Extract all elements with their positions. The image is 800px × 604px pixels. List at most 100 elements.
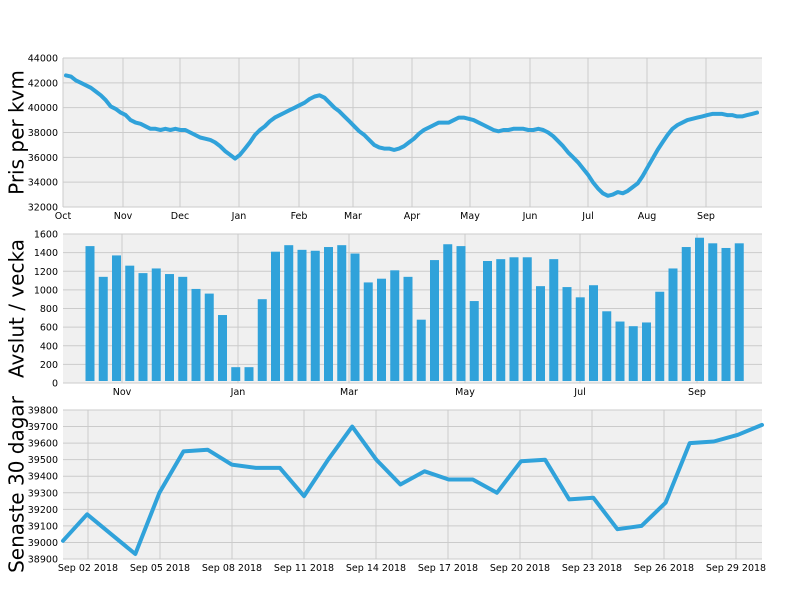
data-point (520, 460, 522, 462)
data-point (70, 76, 72, 78)
data-point (671, 128, 673, 130)
data-point (577, 161, 579, 163)
data-point (179, 129, 181, 131)
bar (85, 246, 95, 381)
bar (708, 243, 718, 381)
x-tick-label: Nov (113, 387, 132, 398)
data-point (497, 130, 499, 132)
data-point (229, 154, 231, 156)
data-point (303, 495, 305, 497)
data-point (403, 145, 405, 147)
data-point (274, 117, 276, 119)
data-point (269, 120, 271, 122)
bar (509, 257, 519, 381)
y-tick-label: 44000 (28, 54, 58, 65)
data-point (568, 498, 570, 500)
y-tick-label: 400 (40, 341, 58, 352)
data-point (512, 128, 514, 130)
data-point (158, 492, 160, 494)
data-point (343, 115, 345, 117)
data-point (115, 108, 117, 110)
bar (483, 261, 492, 381)
y-tick-label: 36000 (28, 153, 58, 164)
data-point (348, 120, 350, 122)
bar (416, 319, 426, 381)
data-point (398, 148, 400, 150)
data-point (85, 84, 87, 86)
data-point (363, 134, 365, 136)
data-point (183, 450, 185, 452)
series-line (61, 422, 764, 556)
data-point (587, 174, 589, 176)
data-point (473, 119, 475, 121)
bar (430, 260, 439, 381)
bar (363, 282, 373, 381)
series-line (64, 73, 759, 198)
data-point (622, 192, 624, 194)
bar (191, 288, 201, 381)
data-point (640, 525, 642, 527)
data-point (423, 129, 425, 131)
y-tick-label: 42000 (28, 78, 58, 89)
bar (138, 273, 148, 381)
plot-background (63, 410, 762, 559)
data-point (154, 128, 156, 130)
bar (231, 367, 241, 381)
data-point (713, 440, 715, 442)
y-tick-label: 39200 (28, 505, 58, 516)
y-tick-label: 39600 (28, 439, 58, 450)
x-tick-label: Sep 17 2018 (418, 563, 478, 574)
y-tick-label: 39300 (28, 488, 58, 499)
data-point (65, 74, 67, 76)
data-point (547, 132, 549, 133)
data-point (592, 181, 594, 183)
data-point (231, 464, 233, 466)
data-point (488, 127, 490, 129)
data-point (607, 195, 609, 197)
data-point (665, 502, 667, 504)
bar (496, 259, 506, 381)
data-point (134, 553, 136, 555)
x-tick-label: Mar (340, 387, 358, 398)
data-point (468, 118, 470, 120)
data-point (552, 135, 554, 137)
data-point (567, 151, 569, 153)
data-point (746, 114, 748, 116)
data-point (209, 139, 211, 141)
bar (271, 251, 280, 381)
data-point (174, 128, 176, 130)
data-point (279, 114, 281, 116)
data-point (189, 132, 191, 133)
data-point (399, 484, 401, 485)
data-point (676, 124, 678, 126)
data-point (527, 129, 529, 131)
data-point (448, 122, 450, 124)
data-point (761, 424, 763, 426)
x-tick-label: Jan (231, 211, 247, 222)
data-point (204, 138, 206, 140)
data-point (324, 97, 326, 99)
bar (125, 265, 135, 381)
data-point (617, 191, 619, 193)
data-point (62, 540, 64, 542)
data-point (150, 128, 152, 130)
y-axis-label: Senaste 30 dagar (5, 395, 29, 573)
data-point (433, 124, 435, 126)
y-tick-label: 38900 (28, 555, 58, 566)
data-point (314, 95, 316, 97)
panel-3: 38900 39000 39100 39200 39300 39400 39500 39600… (5, 395, 767, 574)
data-point (721, 113, 723, 115)
x-tick-label: Aug (638, 211, 657, 222)
x-tick-label: Sep 02 2018 (58, 563, 118, 574)
y-tick-label: 39800 (28, 406, 58, 417)
data-point (86, 513, 88, 515)
data-point (701, 115, 703, 117)
y-tick-label: 800 (40, 304, 58, 315)
data-point (375, 459, 377, 461)
data-point (338, 110, 340, 112)
data-point (443, 122, 445, 124)
data-point (647, 166, 649, 168)
y-tick-label: 39700 (28, 422, 58, 433)
data-point (255, 467, 257, 469)
bar (734, 243, 744, 381)
